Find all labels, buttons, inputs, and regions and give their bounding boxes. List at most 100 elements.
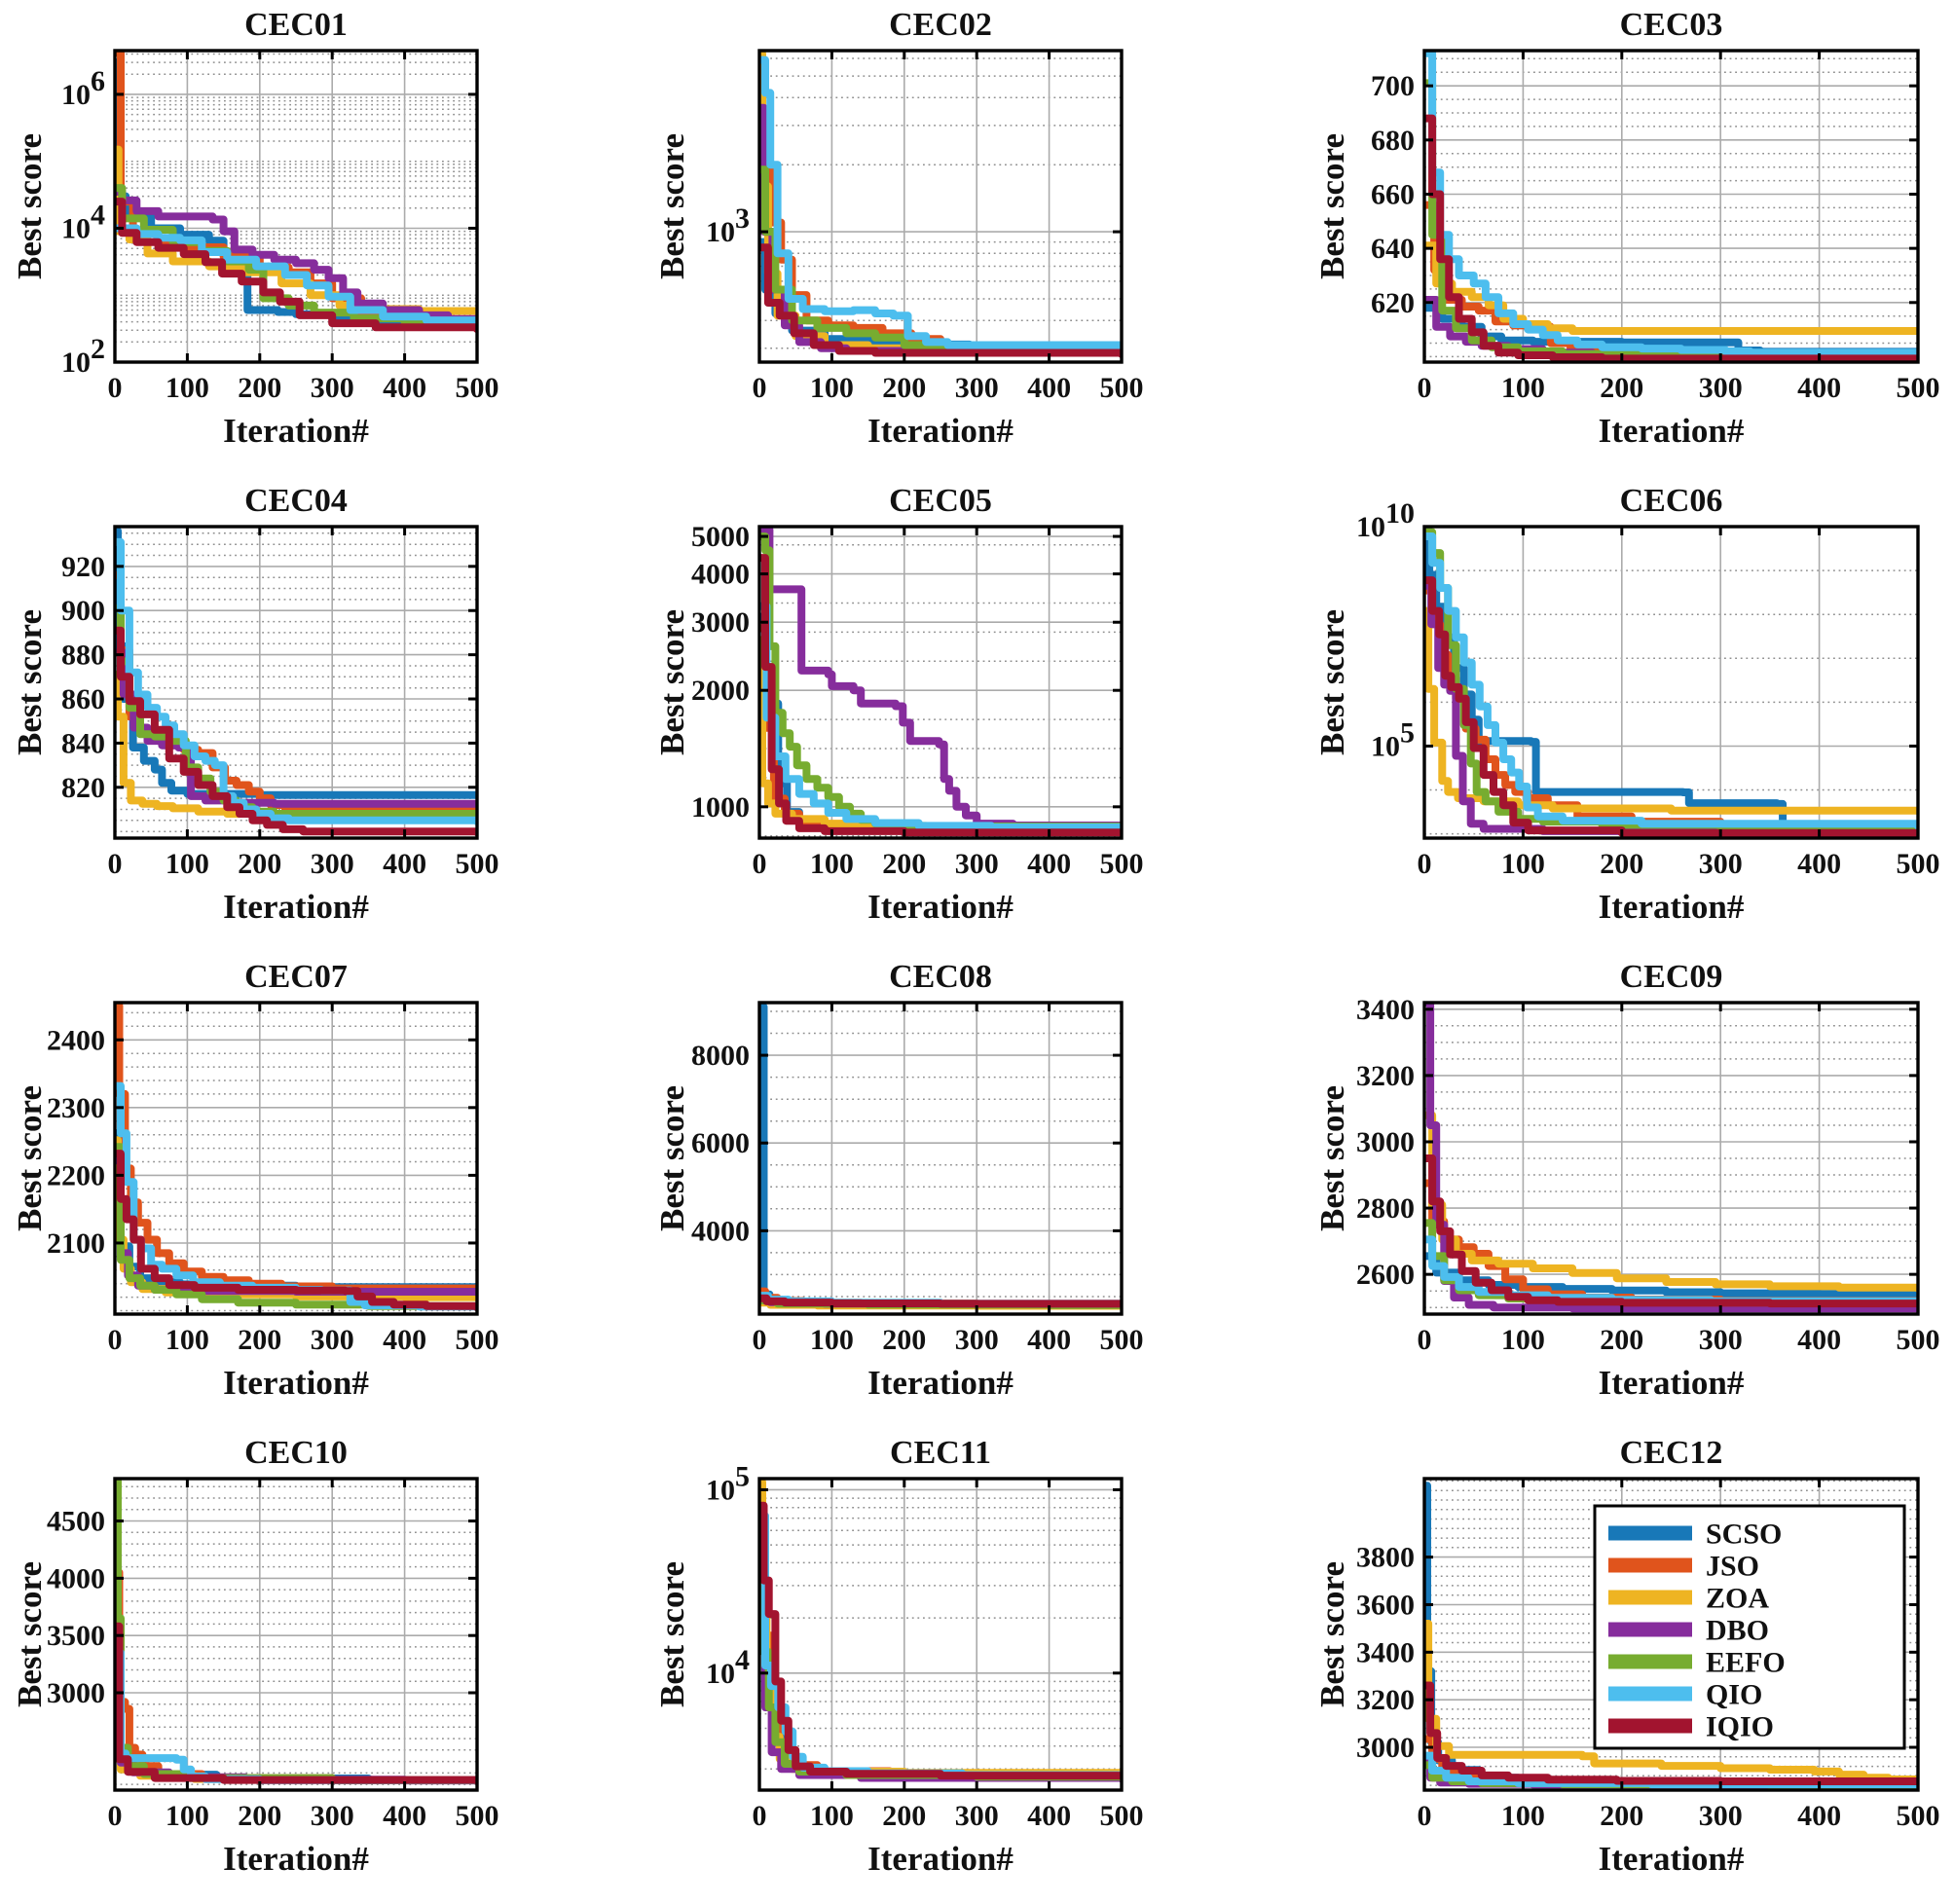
legend-swatch-jso: [1608, 1557, 1692, 1573]
series-group: [759, 51, 1122, 358]
legend-entry-qio: QIO: [1608, 1679, 1762, 1711]
axis-ticks: [113, 1479, 479, 1790]
x-tick-label: 100: [1501, 372, 1545, 404]
chart-svg-cec09: CEC09 0 100 200 300 400 500 2600 2800 3000 3200 340…: [1313, 959, 1940, 1402]
series-qio-line: [115, 1081, 477, 1311]
axis-ticks: [1422, 1479, 1920, 1790]
chart-svg-cec07: CEC07 0 100 200 300 400 500 2100 2200 2300 2400 Ite…: [11, 959, 499, 1402]
legend-swatch-zoa: [1608, 1590, 1692, 1605]
series-qio-line: [759, 1512, 1122, 1780]
chart-svg-cec10: CEC10 0 100 200 300 400 500 3000 3500 4000 4500 Ite…: [11, 1435, 499, 1878]
legend-label-qio: QIO: [1706, 1679, 1762, 1711]
plot-border: [113, 525, 479, 840]
y-tick-label: 1000: [691, 791, 750, 824]
y-tick-label: 5000: [691, 521, 750, 553]
y-tick-label: 3000: [1356, 1732, 1415, 1764]
series-dbo-line: [1424, 1003, 1918, 1313]
y-tick-label: 2200: [47, 1159, 105, 1191]
x-tick-label: 400: [1797, 372, 1841, 404]
series-group: [1424, 527, 1918, 838]
series-iqio-line: [115, 1622, 477, 1785]
y-tick-label: 3400: [1356, 1636, 1415, 1668]
x-tick-label: 0: [108, 848, 123, 880]
x-tick-label: 300: [311, 1800, 354, 1832]
series-eefo-line: [759, 1555, 1122, 1781]
chart-title: CEC03: [1620, 7, 1723, 43]
series-eefo-line: [115, 184, 477, 328]
x-tick-label: 300: [1699, 848, 1743, 880]
y-axis-label: Best score: [653, 1561, 691, 1707]
y-tick-label: 105: [1371, 716, 1415, 762]
y-axis-label: Best score: [11, 609, 49, 755]
series-jso-line: [759, 1537, 1122, 1780]
axis-ticks: [113, 51, 479, 364]
major-gridlines: [115, 527, 477, 838]
y-tick-label: 840: [61, 727, 105, 759]
x-tick-label: 100: [166, 372, 209, 404]
legend-entry-eefo: EEFO: [1608, 1647, 1786, 1679]
series-scso-line: [1424, 527, 1918, 830]
x-tick-label: 0: [108, 1800, 123, 1832]
y-tick-label: 3200: [1356, 1060, 1415, 1092]
series-qio-line: [1424, 51, 1918, 358]
x-tick-label: 400: [1797, 1324, 1841, 1356]
x-axis-label: Iteration#: [867, 888, 1014, 926]
series-group: [759, 1003, 1122, 1310]
x-tick-label: 200: [238, 1324, 281, 1356]
chart-svg-cec12: CEC12 0 100 200 300 400 500 3000 3200 3400 3600 380…: [1313, 1435, 1940, 1878]
legend-label-zoa: ZOA: [1706, 1583, 1769, 1615]
y-tick-label: 1010: [1356, 497, 1415, 543]
legend-label-eefo: EEFO: [1706, 1647, 1786, 1679]
y-tick-label: 103: [706, 202, 750, 248]
x-tick-label: 500: [456, 372, 499, 404]
chart-svg-cec08: CEC08 0 100 200 300 400 500 4000 6000 8000 Iterati…: [653, 959, 1144, 1402]
major-gridlines: [1424, 51, 1918, 362]
x-tick-label: 500: [1897, 1800, 1940, 1832]
x-tick-label: 400: [383, 1324, 426, 1356]
major-gridlines: [759, 1003, 1122, 1314]
x-tick-label: 100: [166, 1800, 209, 1832]
x-tick-label: 300: [1699, 372, 1743, 404]
x-tick-label: 500: [1897, 1324, 1940, 1356]
axis-ticks: [113, 527, 479, 838]
chart-title: CEC04: [244, 483, 348, 519]
x-axis-label: Iteration#: [867, 1840, 1014, 1878]
axis-ticks: [1422, 51, 1920, 362]
x-tick-label: 0: [753, 848, 767, 880]
series-eefo-line: [115, 1479, 477, 1785]
subplot-cec01: CEC01 0 100 200 300 400 500 102 104 106 Iteration#…: [0, 0, 643, 476]
y-tick-label: 3500: [47, 1620, 105, 1652]
x-tick-label: 400: [383, 848, 426, 880]
series-iqio-line: [1424, 1154, 1918, 1308]
series-eefo-line: [759, 165, 1122, 355]
series-zoa-line: [115, 1136, 477, 1302]
x-tick-label: 200: [1600, 1324, 1643, 1356]
x-axis-label: Iteration#: [223, 1364, 369, 1402]
series-group: [115, 1479, 477, 1785]
x-tick-label: 400: [383, 1800, 426, 1832]
y-tick-label: 920: [61, 551, 105, 583]
chart-title: CEC06: [1620, 483, 1723, 519]
subplot-cec10: CEC10 0 100 200 300 400 500 3000 3500 4000 4500 Ite…: [0, 1428, 643, 1904]
series-iqio-line: [1424, 114, 1918, 362]
minor-gridlines: [115, 1011, 477, 1312]
series-dbo-line: [759, 1593, 1122, 1783]
series-scso-line: [759, 1003, 1122, 1308]
x-tick-label: 0: [753, 1324, 767, 1356]
series-group: [759, 1479, 1122, 1783]
series-iqio-line: [115, 198, 477, 334]
legend-label-jso: JSO: [1706, 1551, 1759, 1583]
series-group: [1424, 51, 1918, 362]
x-axis-label: Iteration#: [223, 412, 369, 450]
major-gridlines: [759, 1479, 1122, 1790]
subplot-cec08: CEC08 0 100 200 300 400 500 4000 6000 8000 Iterati…: [643, 952, 1303, 1428]
y-tick-label: 104: [706, 1644, 750, 1690]
series-iqio-line: [759, 243, 1122, 358]
y-tick-label: 2800: [1356, 1192, 1415, 1225]
legend-label-scso: SCSO: [1706, 1519, 1782, 1551]
subplot-cec11: CEC11 0 100 200 300 400 500 104 105 Iteration# Bes…: [643, 1428, 1303, 1904]
x-tick-label: 500: [456, 1324, 499, 1356]
chart-title: CEC10: [244, 1435, 348, 1471]
legend-entry-scso: SCSO: [1608, 1519, 1782, 1551]
legend-swatch-scso: [1608, 1525, 1692, 1541]
